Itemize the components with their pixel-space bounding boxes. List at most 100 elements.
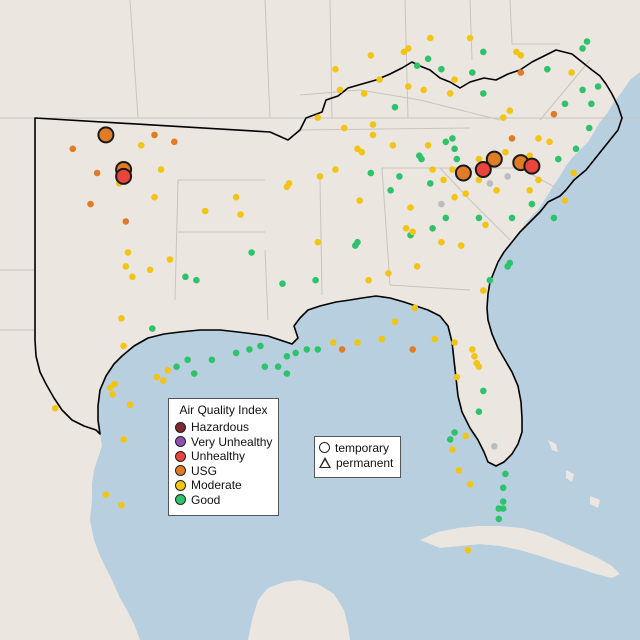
monitor-marker — [499, 114, 507, 121]
monitor-marker — [409, 228, 417, 236]
monitor-marker — [493, 187, 500, 194]
monitor-marker — [471, 353, 478, 360]
monitor-marker — [475, 214, 483, 222]
land-yucatan — [248, 580, 350, 640]
monitor-marker — [352, 242, 359, 249]
monitor-marker — [546, 138, 553, 146]
monitor-marker — [499, 505, 507, 512]
shape-legend-permanent: permanent — [315, 455, 400, 470]
monitor-marker — [120, 436, 127, 443]
monitor-marker — [292, 349, 300, 357]
monitor-marker — [502, 470, 509, 478]
monitor-marker — [369, 131, 377, 139]
legend-label-good: Good — [191, 492, 221, 507]
monitor-marker — [482, 221, 489, 229]
monitor-marker — [499, 484, 507, 492]
monitor-marker — [314, 346, 322, 353]
monitor-marker — [486, 276, 494, 284]
monitor-marker — [336, 86, 344, 94]
legend-row-usg: USG — [169, 464, 278, 479]
monitor-marker — [402, 225, 410, 232]
monitor-marker — [544, 65, 551, 73]
monitor-marker — [283, 370, 291, 377]
monitor-marker — [535, 176, 542, 184]
monitor-marker — [376, 76, 383, 83]
monitor-marker — [365, 276, 372, 284]
monitor-marker — [535, 135, 542, 142]
monitor-marker — [137, 142, 145, 149]
monitor-marker — [508, 135, 516, 142]
monitor-marker — [594, 83, 602, 90]
monitor-marker — [93, 169, 101, 177]
monitor-marker — [561, 100, 569, 108]
monitor-marker — [442, 138, 450, 146]
monitor-marker — [449, 446, 456, 454]
monitor-marker — [462, 190, 470, 197]
monitor-marker — [420, 86, 428, 94]
monitor-marker — [409, 346, 417, 353]
monitor-marker — [440, 176, 447, 184]
monitor-marker — [469, 346, 476, 353]
monitor-marker-major — [97, 126, 115, 144]
monitor-marker — [332, 166, 339, 173]
monitor-marker — [208, 356, 216, 364]
region-outline — [34, 49, 623, 467]
monitor-marker — [405, 83, 412, 90]
monitor-marker — [118, 315, 125, 322]
moderate-swatch — [175, 479, 186, 491]
monitor-marker — [583, 38, 591, 45]
legend-label-very-unhealthy: Very Unhealthy — [191, 434, 273, 449]
monitor-marker — [475, 363, 483, 371]
monitor-marker — [480, 90, 487, 97]
monitor-marker — [274, 363, 282, 371]
monitor-marker — [405, 45, 412, 52]
monitor-marker — [358, 148, 366, 156]
monitor-marker — [157, 166, 165, 173]
monitor-marker — [232, 349, 240, 357]
monitor-marker — [466, 481, 474, 488]
monitor-marker — [109, 391, 116, 398]
monitor-marker — [391, 103, 399, 111]
monitor-marker — [316, 173, 324, 180]
monitor-marker-major — [485, 150, 503, 168]
monitor-marker — [400, 48, 408, 56]
legend-row-unhealthy: Unhealthy — [169, 449, 278, 464]
monitor-marker — [118, 501, 125, 509]
monitor-marker — [480, 287, 487, 294]
triangle-icon — [319, 457, 331, 468]
legend-row-hazardous: Hazardous — [169, 420, 278, 435]
monitor-marker — [149, 325, 156, 332]
monitor-marker — [248, 249, 255, 256]
monitor-marker — [356, 197, 364, 204]
shape-legend: temporary permanent — [314, 436, 401, 478]
monitor-marker — [354, 339, 361, 346]
land-cuba — [420, 526, 620, 578]
monitor-marker — [464, 546, 472, 554]
monitor-marker — [504, 173, 511, 180]
monitor-marker — [451, 145, 458, 153]
monitor-marker — [389, 142, 397, 149]
monitor-marker — [360, 90, 368, 97]
monitor-marker — [451, 339, 458, 346]
monitor-marker — [338, 346, 346, 353]
monitor-marker — [232, 193, 240, 201]
monitor-marker — [69, 145, 77, 153]
monitor-marker — [528, 200, 536, 208]
monitor-marker — [257, 342, 264, 350]
monitor-marker — [151, 131, 158, 139]
legend-label-usg: USG — [191, 463, 218, 478]
monitor-marker — [475, 155, 483, 163]
monitor-marker — [457, 242, 465, 249]
monitor-marker — [579, 86, 586, 94]
monitor-marker — [107, 384, 114, 391]
monitor-marker — [526, 187, 533, 194]
circle-icon — [319, 442, 330, 453]
monitor-marker — [332, 65, 339, 73]
monitor-marker — [442, 214, 450, 222]
monitor-marker — [341, 124, 348, 132]
monitor-marker — [146, 266, 154, 274]
hazardous-swatch — [175, 421, 186, 433]
monitor-marker — [413, 263, 421, 270]
monitor-marker — [555, 155, 562, 163]
monitor-marker — [160, 377, 167, 384]
